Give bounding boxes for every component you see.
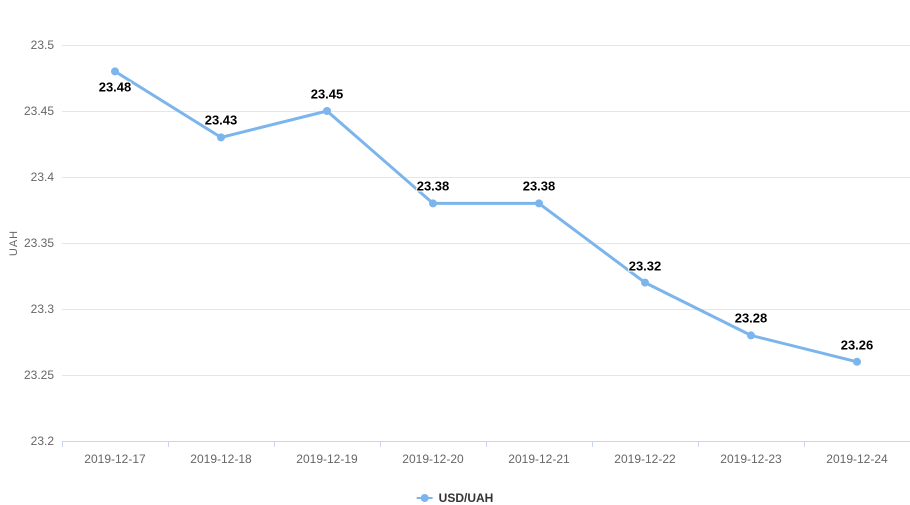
data-point-label: 23.28 bbox=[734, 310, 768, 326]
data-point-marker[interactable] bbox=[429, 199, 437, 208]
data-point-marker[interactable] bbox=[111, 67, 119, 76]
data-point-marker[interactable] bbox=[535, 199, 543, 208]
data-point-marker[interactable] bbox=[323, 107, 331, 115]
series-line-usd-uah[interactable] bbox=[113, 69, 859, 364]
y-tick-label: 23.2 bbox=[30, 434, 54, 448]
x-tick-label: 2019-12-20 bbox=[402, 452, 464, 466]
y-tick-label: 23.5 bbox=[30, 38, 54, 52]
data-point-marker[interactable] bbox=[641, 278, 649, 287]
x-tick-label: 2019-12-23 bbox=[720, 452, 782, 466]
data-point-marker[interactable] bbox=[853, 357, 861, 366]
data-point-label: 23.45 bbox=[310, 86, 344, 102]
legend-item-usd-uah[interactable]: USD/UAH bbox=[416, 491, 494, 505]
x-tick-label: 2019-12-22 bbox=[614, 452, 676, 466]
y-tick-label: 23.3 bbox=[30, 302, 54, 316]
y-tick-label: 23.45 bbox=[23, 104, 54, 118]
y-tick-label: 23.25 bbox=[23, 368, 54, 382]
x-tick-label: 2019-12-24 bbox=[826, 452, 888, 466]
data-point-label: 23.32 bbox=[628, 258, 662, 274]
x-tick-label: 2019-12-17 bbox=[84, 452, 146, 466]
data-point-label: 23.38 bbox=[416, 178, 450, 194]
data-point-label: 23.43 bbox=[204, 112, 238, 128]
data-point-label: 23.38 bbox=[522, 178, 556, 194]
data-point-label: 23.26 bbox=[840, 337, 874, 353]
data-point-label: 23.48 bbox=[98, 79, 132, 95]
y-tick-label: 23.35 bbox=[23, 236, 54, 250]
y-tick-label: 23.4 bbox=[30, 170, 54, 184]
x-tick-label: 2019-12-19 bbox=[296, 452, 358, 466]
data-point-marker[interactable] bbox=[747, 331, 755, 340]
legend-label: USD/UAH bbox=[438, 491, 494, 505]
legend-series-marker-icon bbox=[416, 494, 433, 502]
x-tick-label: 2019-12-18 bbox=[190, 452, 252, 466]
data-point-marker[interactable] bbox=[217, 133, 225, 142]
x-tick-label: 2019-12-21 bbox=[508, 452, 570, 466]
